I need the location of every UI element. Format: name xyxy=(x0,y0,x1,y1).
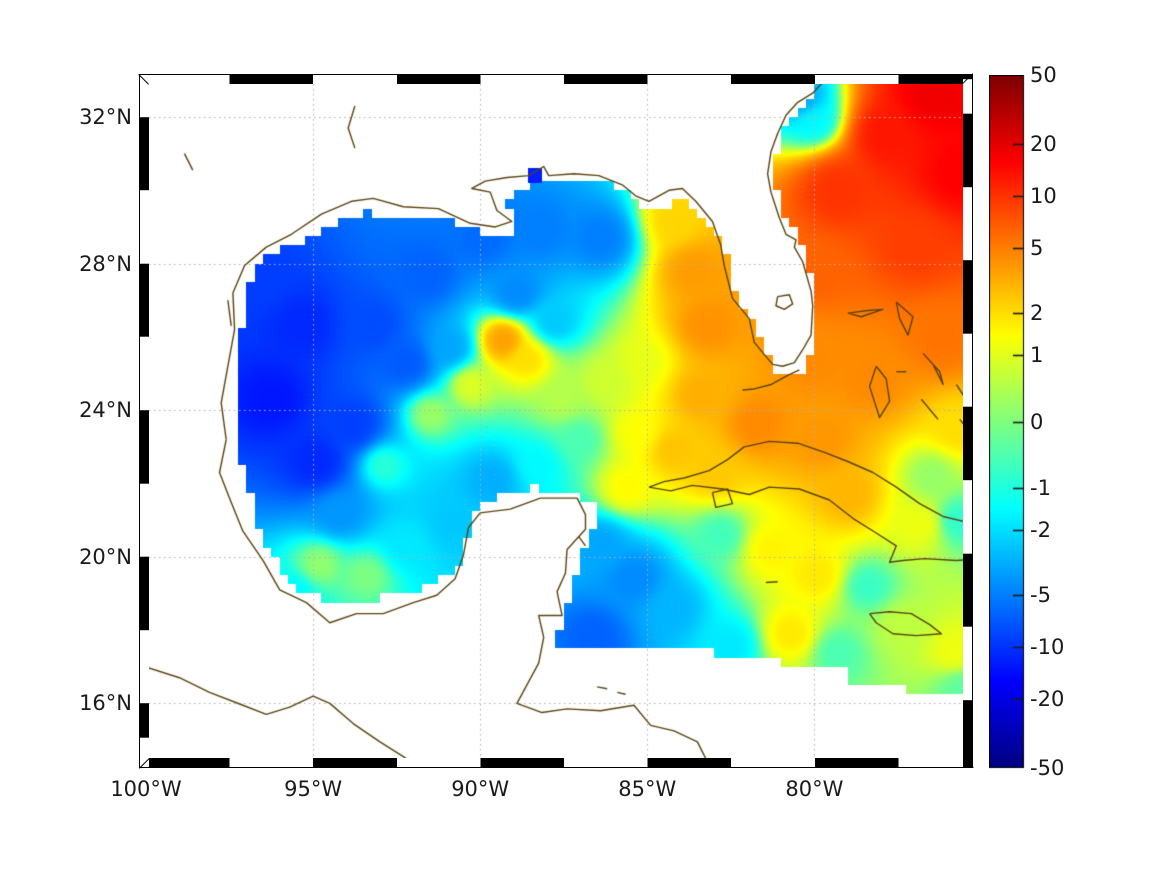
frame-checker-right xyxy=(963,74,973,768)
colorbar-tick-label: 10 xyxy=(1030,184,1057,208)
colorbar-tick-label: 50 xyxy=(1030,63,1057,87)
colorbar-tick-label: 5 xyxy=(1030,236,1044,260)
colorbar-tick-label: -2 xyxy=(1030,518,1051,542)
lon-tick-label: 100°W xyxy=(110,777,182,801)
colorbar-tick-label: 0 xyxy=(1030,410,1044,434)
lon-tick-label: 80°W xyxy=(785,777,844,801)
colorbar xyxy=(989,75,1025,769)
colorbar-tick-label: 2 xyxy=(1030,301,1044,325)
lat-tick-label: 24°N xyxy=(79,398,132,423)
colorbar-tick-label: -50 xyxy=(1030,756,1065,780)
lon-tick-label: 90°W xyxy=(451,777,510,801)
lon-tick-label: 85°W xyxy=(618,777,677,801)
colorbar-tick-label: -10 xyxy=(1030,635,1065,659)
colorbar-tick-label: 1 xyxy=(1030,343,1044,367)
map-field-canvas[interactable] xyxy=(149,84,963,758)
lon-tick-label: 95°W xyxy=(284,777,343,801)
frame-checker-bottom xyxy=(139,758,973,768)
lat-tick-label: 32°N xyxy=(79,105,132,129)
frame-checker-top xyxy=(139,74,973,84)
colorbar-tick-label: -20 xyxy=(1030,687,1065,711)
lat-tick-label: 28°N xyxy=(79,251,132,276)
frame-checker-left xyxy=(139,74,149,768)
colorbar-tick-label: 20 xyxy=(1030,132,1057,156)
colorbar-tick-label: -1 xyxy=(1030,476,1051,500)
lat-tick-label: 20°N xyxy=(79,544,132,569)
colorbar-tick-label: -5 xyxy=(1030,583,1051,607)
lat-tick-label: 16°N xyxy=(79,691,132,716)
